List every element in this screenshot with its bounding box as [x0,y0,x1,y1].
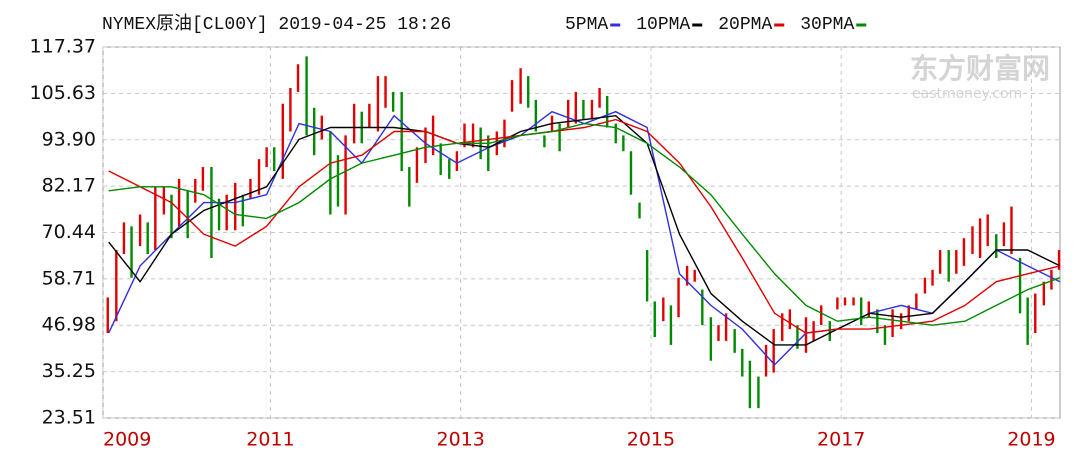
y-tick-label: 46.98 [42,314,96,336]
y-tick-label: 23.51 [42,407,96,429]
x-tick-label: 2017 [817,429,865,451]
legend-label: 30PMA [800,15,854,35]
x-tick-label: 2015 [627,429,675,451]
ma-line [108,122,1061,326]
watermark: 东方财富网 [910,52,1050,85]
chart-title: NYMEX原油[CL00Y] 2019-04-25 18:26 [102,13,451,35]
y-tick-label: 117.37 [30,36,96,58]
y-tick-label: 93.90 [42,128,96,150]
x-tick-label: 2011 [246,429,294,451]
x-tick-label: 2009 [103,429,151,451]
y-tick-label: 82.17 [42,175,96,197]
watermark-sub: eastmoney.com [912,86,1022,102]
legend-label: 5PMA [565,15,608,35]
ma-line [108,114,1061,346]
x-tick-label: 2019 [1007,429,1055,451]
legend-label: 10PMA [636,15,690,35]
y-tick-label: 35.25 [42,360,96,382]
y-tick-label: 105.63 [30,82,96,104]
y-tick-label: 58.71 [42,267,96,289]
legend-label: 20PMA [718,15,772,35]
y-tick-label: 70.44 [42,221,96,243]
x-tick-label: 2013 [437,429,485,451]
ma-line [108,118,1061,334]
